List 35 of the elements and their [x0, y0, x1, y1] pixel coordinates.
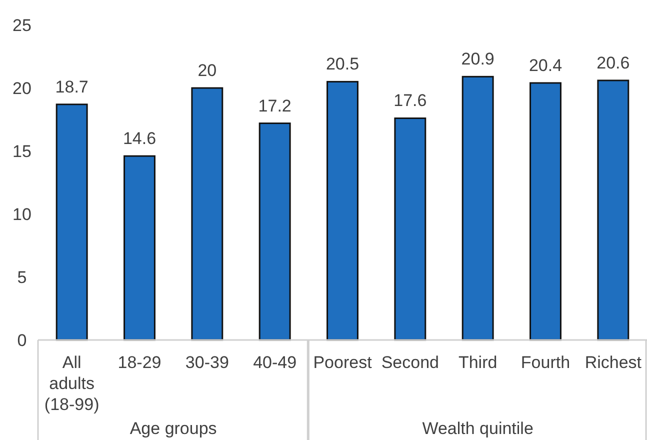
bar [56, 104, 88, 341]
bar [462, 76, 494, 341]
y-tick-label: 10 [12, 205, 32, 224]
text: Wealth quintile [422, 419, 534, 438]
bar [258, 122, 291, 341]
bar [124, 155, 156, 341]
bar [326, 80, 358, 341]
bar [530, 82, 562, 341]
x-tick-label: Fourth [520, 353, 570, 372]
x-tick-label: Richest [584, 353, 642, 372]
bar [191, 87, 224, 341]
x-tick-label: 40-49 [253, 353, 297, 372]
data-label: 20.9 [461, 50, 494, 69]
x-tick-label: 30-39 [185, 353, 229, 372]
x-tick-label: Poorest [313, 353, 372, 372]
bar [597, 80, 630, 341]
text: Age groups [130, 419, 217, 438]
x-tick-label: All adults (18-99) [44, 353, 100, 414]
y-tick-label: 15 [12, 142, 32, 161]
x-tick-label: 18-29 [118, 353, 162, 372]
y-tick-label: 25 [12, 16, 32, 35]
data-label: 18.7 [55, 77, 88, 96]
data-label: 20 [198, 61, 217, 80]
y-tick-label: 20 [12, 79, 32, 98]
data-label: 17.6 [394, 91, 427, 110]
bar [394, 117, 426, 341]
data-label: 20.4 [528, 56, 562, 75]
y-tick-label: 5 [17, 268, 27, 287]
y-tick-label: 0 [17, 331, 27, 350]
data-label: 14.6 [122, 129, 156, 148]
data-label: 17.2 [258, 96, 292, 116]
x-tick-label: Third [458, 353, 498, 372]
data-label: 20.6 [596, 53, 630, 72]
x-tick-label: Second [381, 353, 440, 372]
data-label: 20.5 [326, 54, 360, 74]
